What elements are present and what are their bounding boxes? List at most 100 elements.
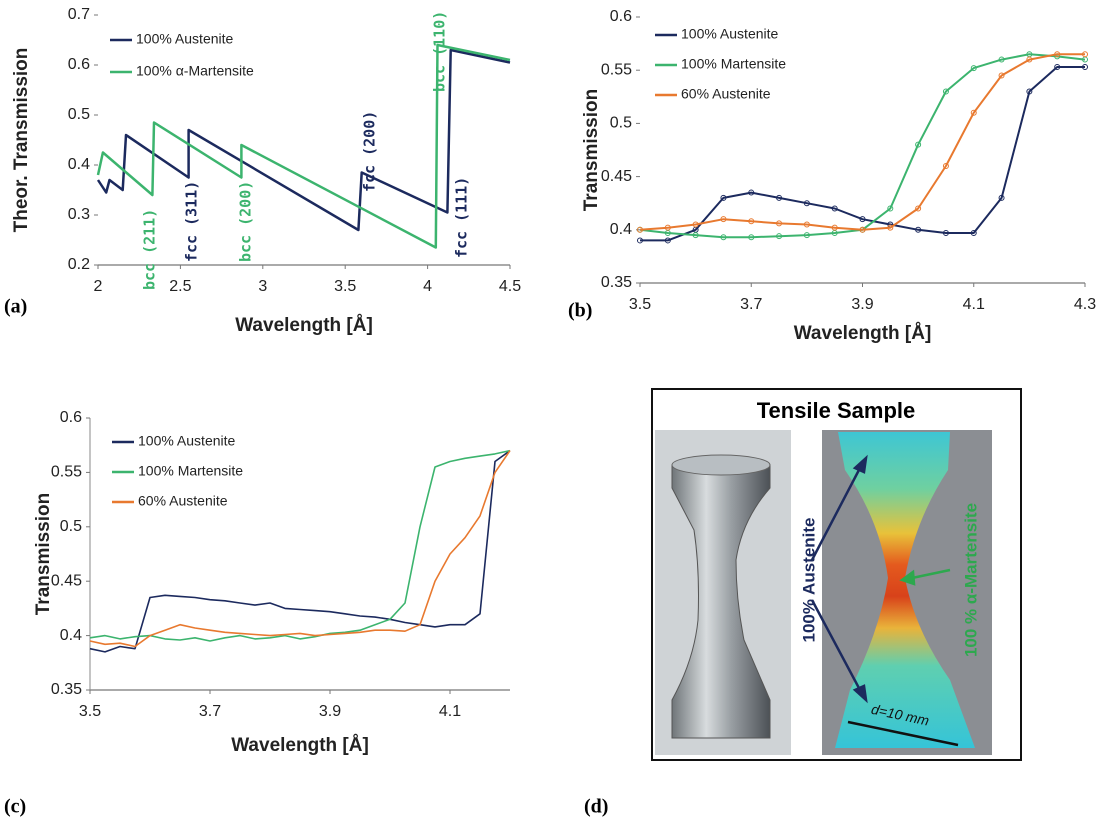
legend-label: 100% Austenite bbox=[138, 433, 236, 449]
y-tick-label: 0.45 bbox=[51, 572, 82, 589]
dimension bbox=[847, 720, 959, 747]
x-tick-label: 4.1 bbox=[439, 703, 461, 720]
sample-title: Tensile Sample bbox=[757, 398, 916, 423]
y-tick-label: 0.7 bbox=[68, 6, 90, 23]
series-marker bbox=[720, 194, 727, 201]
series-marker bbox=[748, 189, 755, 196]
y-tick-label: 0.5 bbox=[68, 106, 90, 123]
series-marker bbox=[664, 237, 671, 244]
y-tick-label: 0.45 bbox=[601, 168, 632, 185]
x-tick-label: 2 bbox=[94, 278, 103, 295]
edge-annotation: bcc (200) bbox=[237, 181, 255, 262]
series-marker bbox=[998, 72, 1005, 79]
panel-label: (d) bbox=[584, 796, 608, 818]
series-line bbox=[640, 66, 1085, 242]
edge-annotation: fcc (311) bbox=[183, 181, 201, 262]
series-marker bbox=[915, 141, 922, 148]
legend-label: 100% Martensite bbox=[681, 56, 786, 72]
y-tick-label: 0.6 bbox=[610, 8, 632, 25]
x-tick-label: 4.5 bbox=[499, 278, 521, 295]
x-tick-label: 4.3 bbox=[1074, 296, 1096, 313]
x-axis-title: Wavelength [Å] bbox=[235, 315, 373, 336]
y-tick-label: 0.6 bbox=[68, 56, 90, 73]
series-marker bbox=[776, 194, 783, 201]
edge-annotation: bcc (110) bbox=[431, 11, 449, 92]
sample-photo bbox=[671, 464, 771, 739]
series-marker bbox=[1054, 51, 1061, 58]
legend-label: 100% Austenite bbox=[136, 31, 234, 47]
sample-panel: Tensile Sample 100% Austenite 100 % α-Ma… bbox=[651, 388, 1022, 761]
panel-label: (b) bbox=[568, 300, 592, 322]
series-marker bbox=[1026, 56, 1033, 63]
series-marker bbox=[915, 205, 922, 212]
panel-label: (c) bbox=[4, 796, 26, 818]
x-tick-label: 3 bbox=[258, 278, 267, 295]
series-marker bbox=[859, 216, 866, 223]
series-marker bbox=[748, 218, 755, 225]
series-line bbox=[89, 449, 511, 653]
x-tick-label: 2.5 bbox=[169, 278, 191, 295]
y-tick-label: 0.4 bbox=[68, 156, 90, 173]
series-marker bbox=[776, 233, 783, 240]
series-line bbox=[89, 450, 511, 648]
series-marker bbox=[970, 65, 977, 72]
edge-annotation: fcc (111) bbox=[453, 177, 471, 258]
series-marker bbox=[803, 232, 810, 239]
series-marker bbox=[720, 234, 727, 241]
legend-label: 100% Austenite bbox=[681, 26, 779, 42]
y-tick-label: 0.5 bbox=[60, 518, 82, 535]
series-marker bbox=[720, 216, 727, 223]
series-marker bbox=[1026, 88, 1033, 95]
series-marker bbox=[748, 234, 755, 241]
series-marker bbox=[942, 162, 949, 169]
series-marker bbox=[998, 194, 1005, 201]
y-tick-label: 0.35 bbox=[51, 681, 82, 698]
y-tick-label: 0.2 bbox=[68, 256, 90, 273]
y-tick-label: 0.4 bbox=[610, 221, 632, 238]
x-tick-label: 4 bbox=[423, 278, 432, 295]
series-marker bbox=[831, 224, 838, 231]
series-marker bbox=[803, 200, 810, 207]
y-axis-title: Theor. Transmission bbox=[11, 48, 32, 233]
series-line bbox=[639, 53, 1085, 231]
edge-annotation: bcc (211) bbox=[141, 209, 159, 290]
series-marker bbox=[776, 220, 783, 227]
x-tick-label: 3.7 bbox=[740, 296, 762, 313]
y-tick-label: 0.55 bbox=[601, 61, 632, 78]
series-marker bbox=[637, 226, 643, 233]
series-marker bbox=[942, 229, 949, 236]
series-marker bbox=[887, 205, 894, 212]
series-marker bbox=[887, 224, 894, 231]
y-axis-title: Transmission bbox=[581, 89, 602, 212]
series-marker bbox=[998, 56, 1005, 63]
y-tick-label: 0.6 bbox=[60, 409, 82, 426]
y-tick-label: 0.5 bbox=[610, 115, 632, 132]
series-marker bbox=[970, 229, 977, 236]
series-marker bbox=[803, 221, 810, 228]
panel-label: (a) bbox=[4, 296, 27, 318]
x-tick-label: 3.5 bbox=[79, 703, 101, 720]
series-marker bbox=[1082, 64, 1088, 71]
x-tick-label: 3.5 bbox=[629, 296, 651, 313]
x-tick-label: 4.1 bbox=[963, 296, 985, 313]
series-line bbox=[96, 43, 511, 249]
legend-label: 60% Austenite bbox=[681, 86, 771, 102]
phase-map bbox=[835, 432, 975, 748]
series-marker bbox=[637, 237, 643, 244]
series-marker bbox=[942, 88, 949, 95]
series-marker bbox=[859, 226, 866, 233]
arrows bbox=[810, 454, 868, 704]
y-tick-label: 0.35 bbox=[601, 274, 632, 291]
legend-label: 60% Austenite bbox=[138, 493, 228, 509]
y-tick-label: 0.55 bbox=[51, 464, 82, 481]
x-tick-label: 3.9 bbox=[319, 703, 341, 720]
series-marker bbox=[831, 205, 838, 212]
y-tick-label: 0.4 bbox=[60, 627, 82, 644]
annotation-austenite: 100% Austenite bbox=[799, 517, 818, 642]
x-tick-label: 3.5 bbox=[334, 278, 356, 295]
y-tick-label: 0.3 bbox=[68, 206, 90, 223]
series-marker bbox=[915, 226, 922, 233]
series-marker bbox=[970, 109, 977, 116]
y-axis-title: Transmission bbox=[33, 493, 54, 616]
